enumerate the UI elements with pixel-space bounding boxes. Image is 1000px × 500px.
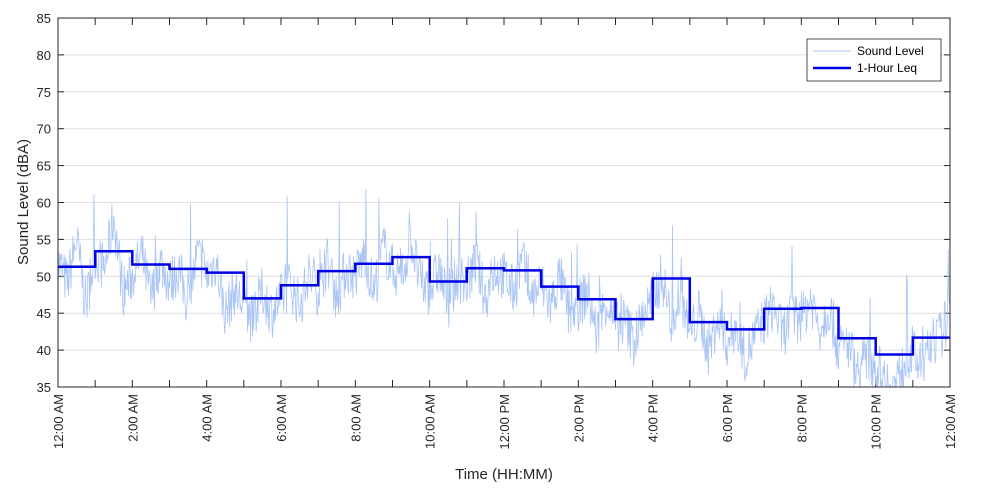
x-tick-label: 6:00 AM [274, 394, 289, 442]
y-axis-ticks: 35 40 45 50 55 60 65 70 75 80 85 [37, 11, 950, 395]
sound-level-line [57, 188, 951, 388]
x-axis-title: Time (HH:MM) [455, 466, 553, 483]
y-tick-label: 50 [37, 269, 51, 284]
x-tick-label: 10:00 AM [423, 394, 438, 449]
y-tick-label: 40 [37, 343, 51, 358]
x-tick-label: 6:00 PM [720, 394, 735, 442]
x-axis-ticks: 12:00 AM 2:00 AM 4:00 AM 6:00 AM 8:00 AM 10:0… [51, 18, 958, 450]
x-tick-label: 8:00 AM [348, 394, 363, 442]
hourly-leq-series [58, 249, 950, 356]
plot-frame [57, 17, 951, 388]
y-tick-label: 70 [37, 122, 51, 137]
y-tick-label: 65 [37, 159, 51, 174]
x-tick-label: 8:00 PM [794, 394, 809, 442]
y-tick-label: 85 [37, 11, 51, 26]
sound-level-series [57, 188, 951, 388]
x-tick-label: 12:00 AM [943, 394, 958, 449]
y-tick-label: 35 [37, 380, 51, 395]
legend: Sound Level 1-Hour Leq [806, 38, 942, 82]
x-tick-label: 12:00 PM [497, 394, 512, 450]
legend-label-hourly-leq: 1-Hour Leq [857, 61, 917, 75]
legend-box [806, 38, 942, 82]
y-tick-label: 75 [37, 85, 51, 100]
y-tick-label: 45 [37, 306, 51, 321]
x-tick-label: 12:00 AM [51, 394, 66, 449]
x-tick-label: 2:00 AM [125, 394, 140, 442]
legend-label-sound-level: Sound Level [857, 44, 924, 58]
y-tick-label: 55 [37, 232, 51, 247]
y-axis-title: Sound Level (dBA) [15, 139, 32, 265]
x-tick-label: 10:00 PM [869, 394, 884, 450]
y-tick-label: 80 [37, 48, 51, 63]
x-tick-label: 2:00 PM [571, 394, 586, 442]
x-tick-label: 4:00 AM [200, 394, 215, 442]
hourly-leq-line [58, 249, 950, 356]
x-tick-label: 4:00 PM [646, 394, 661, 442]
y-tick-label: 60 [37, 196, 51, 211]
